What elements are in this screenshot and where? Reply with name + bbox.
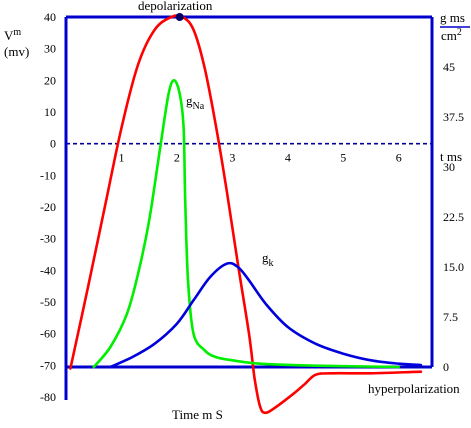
y-left-tick-label: -30 — [40, 232, 56, 246]
y-left-tick-label: -10 — [40, 168, 56, 182]
x-tick-label: 4 — [285, 151, 291, 165]
y-left-tick-label: 30 — [44, 42, 56, 56]
gk-label: gk — [262, 250, 274, 269]
left-axis-unit: (mv) — [4, 44, 29, 59]
x-tick-label: 1 — [118, 151, 124, 165]
y-left-tick-label: -40 — [40, 263, 56, 277]
y-right-tick-label: 37.5 — [443, 110, 464, 124]
t-axis-label: t ms — [440, 149, 462, 164]
y-right-tick-label: 30 — [443, 160, 455, 174]
y-left-tick-label: -60 — [40, 327, 56, 341]
x-tick-label: 5 — [340, 151, 346, 165]
y-right-tick-label: 7.5 — [443, 310, 458, 324]
left-axis-label-sup: m — [13, 27, 21, 38]
gna-label-sub: Na — [193, 101, 205, 112]
y-right-tick-label: 0 — [443, 360, 449, 374]
x-tick-label: 2 — [174, 151, 180, 165]
gk-label-main: g — [262, 250, 269, 265]
y-right-tick-label: 45 — [443, 60, 455, 74]
right-axis-label-top: g ms — [440, 10, 465, 25]
right-axis-label-bottom: cm2 — [441, 27, 462, 43]
hyperpolarization-label: hyperpolarization — [368, 381, 460, 396]
gk-curve — [109, 261, 423, 369]
gk-label-sub: k — [269, 258, 274, 269]
y-left-tick-label: -50 — [40, 295, 56, 309]
y-left-tick-label: 40 — [44, 10, 56, 24]
gna-label: gNa — [186, 93, 205, 112]
y-right-tick-label: 15.0 — [443, 260, 464, 274]
gna-label-main: g — [186, 93, 193, 108]
right-axis-label-sup: 2 — [457, 27, 462, 38]
y-left-tick-label: -80 — [40, 390, 56, 404]
y-left-tick-label: 10 — [44, 105, 56, 119]
gna-curve — [92, 79, 400, 369]
x-axis-label: Time m S — [172, 407, 223, 422]
y-left-tick-label: 20 — [44, 73, 56, 87]
peak-marker — [175, 13, 184, 21]
left-axis-label-main: V — [4, 28, 14, 43]
y-left-tick-label: 0 — [50, 137, 56, 151]
x-tick-label: 3 — [229, 151, 235, 165]
y-left-tick-label: -20 — [40, 200, 56, 214]
y-left-tick-label: -70 — [40, 358, 56, 372]
x-tick-label: 6 — [396, 151, 402, 165]
right-axis-label-cm: cm — [441, 28, 457, 43]
y-right-tick-label: 22.5 — [443, 210, 464, 224]
depolarization-label: depolarization — [138, 0, 213, 13]
left-axis-label: Vm — [4, 27, 21, 43]
vm-curve — [69, 14, 423, 415]
